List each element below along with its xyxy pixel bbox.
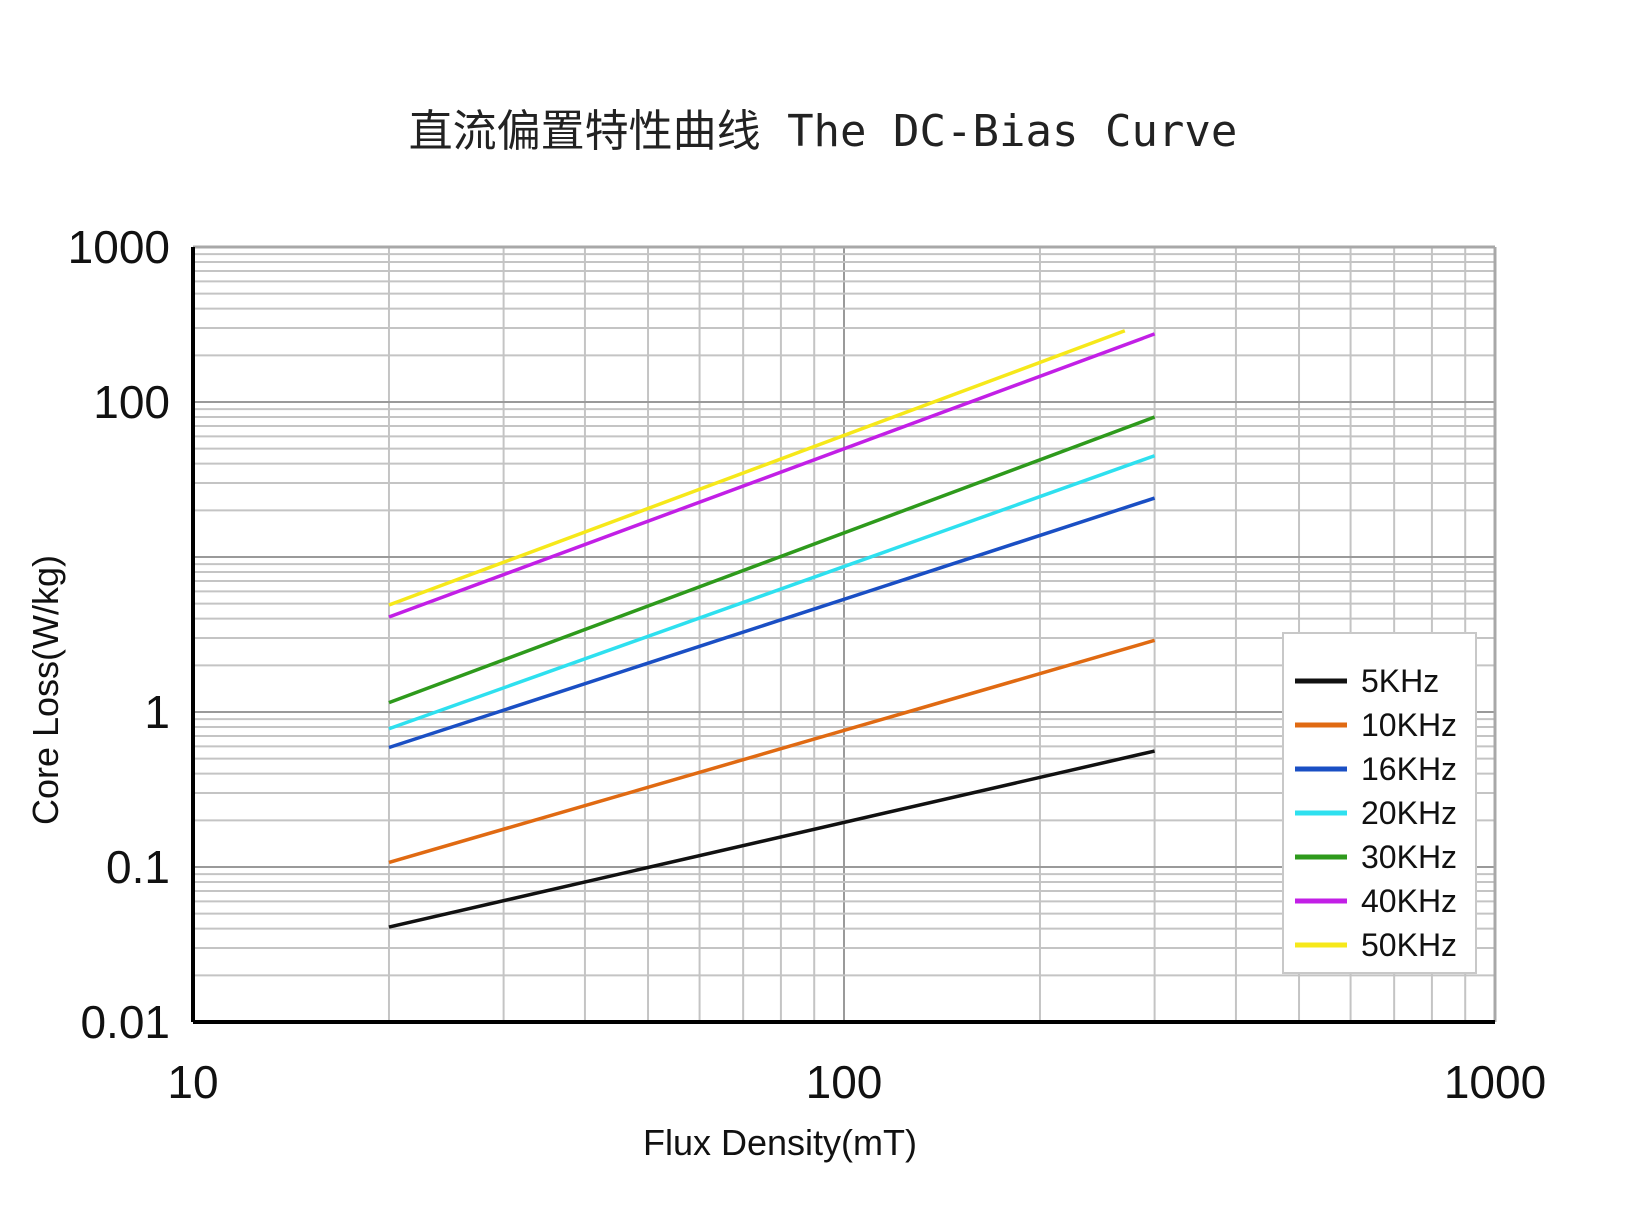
series-line: [388, 638, 1156, 865]
series-line: [388, 415, 1156, 705]
axis-layer: 10 100 1000 0.01 0.1 1 100 1000: [68, 221, 1547, 1108]
legend-box: [1282, 632, 1477, 974]
series-line: [388, 454, 1156, 731]
y-axis-label: Core Loss(W/kg): [25, 555, 66, 825]
legend: 5KHz 10KHz 16KHz 20KHz 30KHz 40KHz 50KHz: [1282, 632, 1477, 974]
x-tick-label: 10: [167, 1056, 218, 1108]
series-line: [388, 749, 1155, 929]
series-line: [388, 329, 1126, 607]
y-tick-label: 0.1: [106, 841, 170, 893]
legend-label: 16KHz: [1361, 751, 1457, 787]
legend-label: 40KHz: [1361, 883, 1457, 919]
legend-label: 10KHz: [1361, 707, 1457, 743]
series-line: [388, 332, 1156, 619]
y-tick-label: 1000: [68, 221, 170, 273]
y-tick-label: 1: [144, 686, 170, 738]
legend-label: 5KHz: [1361, 663, 1439, 699]
x-tick-label: 100: [806, 1056, 883, 1108]
legend-label: 20KHz: [1361, 795, 1457, 831]
x-axis-label: Flux Density(mT): [643, 1122, 917, 1163]
x-tick-label: 1000: [1444, 1056, 1546, 1108]
series-layer: [388, 329, 1156, 929]
y-tick-label: 100: [93, 376, 170, 428]
legend-label: 50KHz: [1361, 927, 1457, 963]
y-tick-label: 0.01: [80, 996, 170, 1048]
series-line: [388, 496, 1156, 750]
legend-label: 30KHz: [1361, 839, 1457, 875]
chart-title: 直流偏置特性曲线 The DC-Bias Curve: [409, 106, 1238, 157]
